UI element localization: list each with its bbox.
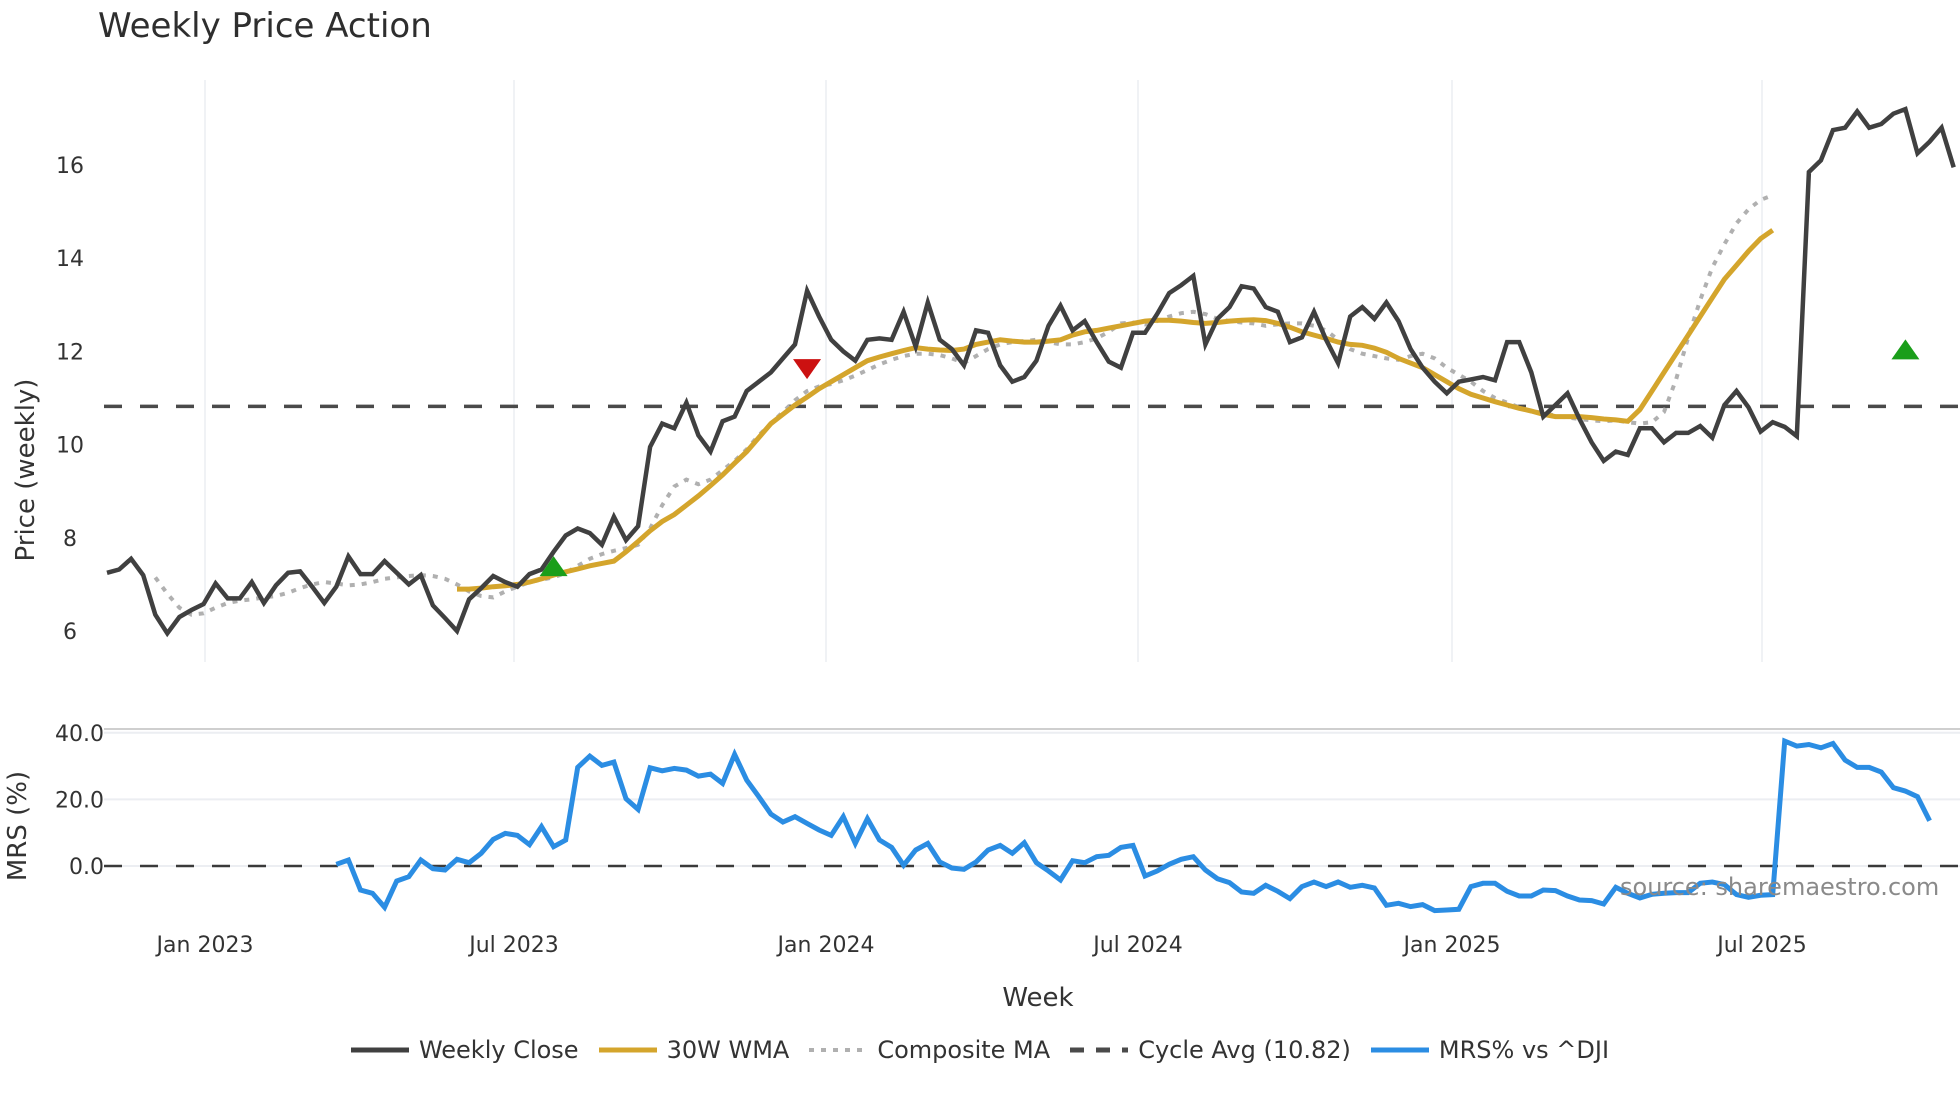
- sell-signal-triangle-icon: [793, 359, 822, 380]
- mrs-pane: [104, 737, 1960, 914]
- legend: Weekly Close 30W WMA Composite MA Cycle Avg…: [0, 1036, 1960, 1064]
- legend-label: 30W WMA: [666, 1036, 790, 1064]
- price-y-tick: 14: [56, 247, 84, 272]
- price-y-tick: 16: [56, 154, 84, 179]
- legend-label: MRS% vs ^DJI: [1438, 1036, 1610, 1064]
- weekly-close-line: [106, 106, 1956, 638]
- mrs-y-tick: 20.0: [55, 788, 104, 813]
- chart-title: Weekly Price Action: [98, 6, 432, 46]
- price-axis-title: Price (weekly): [11, 379, 41, 562]
- x-tick-label: Jan 2025: [1402, 933, 1501, 958]
- x-tick-label: Jul 2024: [1091, 933, 1183, 958]
- legend-line-swatch-icon: [350, 1043, 409, 1057]
- x-tick-label: Jul 2025: [1715, 933, 1807, 958]
- legend-label: Cycle Avg (10.82): [1138, 1036, 1351, 1064]
- x-tick-label: Jul 2023: [467, 933, 559, 958]
- legend-label: Weekly Close: [418, 1036, 579, 1064]
- legend-item-mrs[interactable]: MRS% vs ^DJI: [1370, 1036, 1610, 1064]
- price-y-tick: 10: [56, 434, 84, 459]
- x-tick-label: Jan 2023: [155, 933, 254, 958]
- buy-signal-triangle-icon: [539, 556, 568, 577]
- source-watermark: source: sharemaestro.com: [1620, 873, 1939, 901]
- axes: Jan 2023 Jul 2023 Jan 2024 Jul 2024 Jan 2025…: [55, 154, 1807, 958]
- price-pane: [104, 106, 1960, 638]
- buy-signal-triangle-icon: [1891, 339, 1920, 360]
- gridlines: [104, 80, 1960, 867]
- price-y-tick: 12: [56, 340, 84, 365]
- mrs-axis-title: MRS (%): [3, 771, 33, 881]
- legend-item-cycle-avg[interactable]: Cycle Avg (10.82): [1070, 1036, 1351, 1064]
- legend-line-swatch-icon: [1070, 1043, 1129, 1057]
- mrs-line: [335, 737, 1932, 914]
- mrs-y-tick: 0.0: [69, 855, 104, 880]
- legend-line-swatch-icon: [598, 1043, 657, 1057]
- legend-item-wma[interactable]: 30W WMA: [598, 1036, 790, 1064]
- price-y-tick: 8: [63, 527, 77, 552]
- price-y-tick: 6: [63, 620, 77, 645]
- legend-line-swatch-icon: [1370, 1043, 1429, 1057]
- x-tick-label: Jan 2024: [776, 933, 875, 958]
- legend-label: Composite MA: [877, 1036, 1051, 1064]
- legend-item-composite[interactable]: Composite MA: [809, 1036, 1050, 1064]
- legend-item-weekly-close[interactable]: Weekly Close: [350, 1036, 579, 1064]
- x-axis-title: Week: [1002, 983, 1073, 1013]
- legend-line-swatch-icon: [809, 1043, 868, 1057]
- wma-30w-line: [457, 228, 1775, 592]
- mrs-y-tick: 40.0: [55, 722, 104, 747]
